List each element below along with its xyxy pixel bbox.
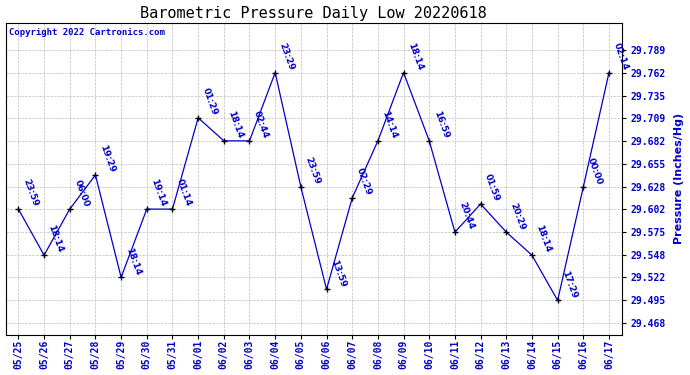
Text: 18:14: 18:14 [226,110,245,140]
Text: 02:29: 02:29 [355,167,373,197]
Text: 23:29: 23:29 [278,42,296,72]
Text: 20:44: 20:44 [457,201,476,231]
Title: Barometric Pressure Daily Low 20220618: Barometric Pressure Daily Low 20220618 [140,6,487,21]
Text: 20:29: 20:29 [509,201,527,231]
Text: 18:14: 18:14 [124,246,142,276]
Text: 23:59: 23:59 [21,178,39,208]
Text: 23:59: 23:59 [304,156,322,186]
Text: 02:44: 02:44 [252,110,270,140]
Text: 01:59: 01:59 [483,173,502,203]
Text: 17:29: 17:29 [560,269,578,299]
Text: 06:00: 06:00 [72,178,90,208]
Text: 01:14: 01:14 [175,178,193,208]
Text: 00:00: 00:00 [586,156,604,186]
Text: 16:59: 16:59 [432,110,450,140]
Text: 18:14: 18:14 [406,42,424,72]
Text: 13:59: 13:59 [329,258,347,288]
Text: 01:29: 01:29 [201,87,219,117]
Text: Copyright 2022 Cartronics.com: Copyright 2022 Cartronics.com [9,28,164,37]
Text: 14:14: 14:14 [380,110,399,140]
Text: 18:14: 18:14 [47,224,65,254]
Text: 19:29: 19:29 [98,144,117,174]
Text: 02:14: 02:14 [611,42,630,72]
Text: 19:14: 19:14 [149,178,168,208]
Text: 18:14: 18:14 [535,224,553,254]
Y-axis label: Pressure (Inches/Hg): Pressure (Inches/Hg) [674,113,684,244]
